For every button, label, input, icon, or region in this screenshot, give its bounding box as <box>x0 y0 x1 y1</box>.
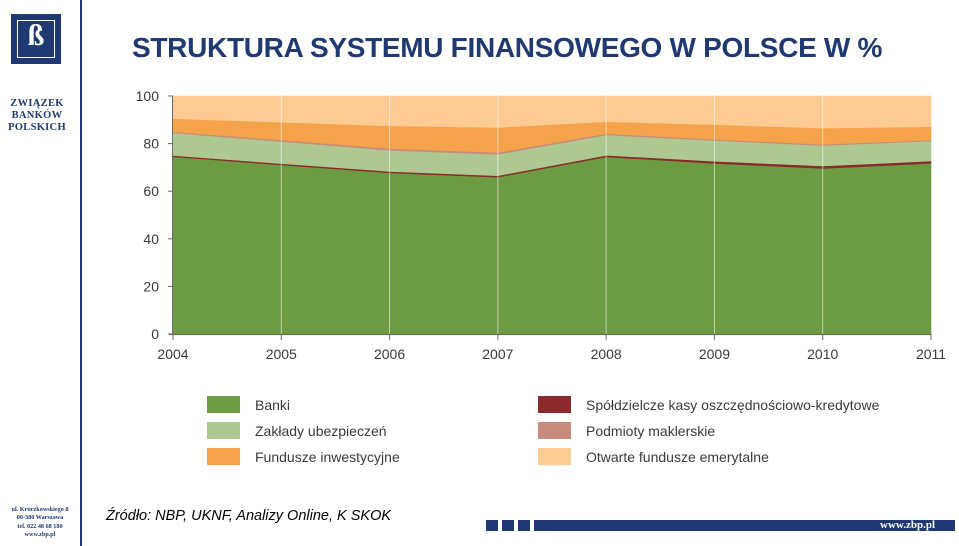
area-ofe <box>172 95 932 129</box>
x-tick-label: 2005 <box>266 346 297 362</box>
address-line: ul. Kruczkowskiego 8 <box>11 506 69 513</box>
logo-frame <box>17 20 55 58</box>
address-line: tel. 022 48 68 180 <box>17 522 63 530</box>
legend-label: Zakłady ubezpieczeń <box>255 423 387 439</box>
y-tick-label: 0 <box>151 326 159 342</box>
x-tick-label: 2009 <box>699 346 730 362</box>
legend-label: Podmioty maklerskie <box>586 423 715 439</box>
y-tick-label: 60 <box>143 183 159 199</box>
y-tick-label: 80 <box>143 136 159 152</box>
legend-label: Fundusze inwestycyjne <box>255 449 400 465</box>
footer-square <box>486 520 498 531</box>
x-tick-label: 2008 <box>591 346 622 362</box>
legend-swatch <box>207 422 240 439</box>
legend-swatch <box>207 396 240 413</box>
footer-square <box>502 520 514 531</box>
zbp-logo: ß <box>11 14 61 64</box>
footer-bar <box>534 520 955 531</box>
y-tick-label: 100 <box>136 88 160 104</box>
org-name-line: BANKÓW <box>11 110 63 121</box>
footer-url: www.zbp.pl <box>880 519 936 531</box>
legend-label: Otwarte fundusze emerytalne <box>586 449 769 465</box>
area-banki <box>172 156 932 335</box>
organization-address: ul. Kruczkowskiego 8 00-380 Warszawa tel… <box>2 506 78 540</box>
logo-letter: ß <box>27 19 45 52</box>
x-tick-label: 2004 <box>157 346 188 362</box>
sidebar: ß ZWIĄZEK BANKÓW POLSKICH ul. Kruczkowsk… <box>0 0 82 546</box>
legend-label: Banki <box>255 397 290 413</box>
legend-swatch <box>207 448 240 465</box>
org-name-line: ZWIĄZEK <box>10 98 64 109</box>
legend-swatch <box>538 422 571 439</box>
x-tick-label: 2010 <box>807 346 838 362</box>
x-tick-label: 2007 <box>482 346 513 362</box>
legend-swatch <box>538 396 571 413</box>
y-tick-label: 40 <box>143 231 159 247</box>
x-tick-label: 2011 <box>916 346 946 362</box>
legend-swatch <box>538 448 571 465</box>
organization-name: ZWIĄZEK BANKÓW POLSKICH <box>6 98 68 134</box>
footer-square <box>518 520 530 531</box>
source-note: Źródło: NBP, UKNF, Analizy Online, K SKO… <box>106 508 392 524</box>
address-line: 00-380 Warszawa <box>16 514 64 522</box>
page-title: STRUKTURA SYSTEMU FINANSOWEGO W POLSCE W… <box>132 32 883 63</box>
org-name-line: POLSKICH <box>8 122 66 133</box>
legend-label: Spółdzielcze kasy oszczędnościowo-kredyt… <box>586 397 880 413</box>
y-tick-label: 20 <box>143 278 159 294</box>
x-tick-label: 2006 <box>374 346 405 362</box>
address-line: www.zbp.pl <box>24 531 56 539</box>
